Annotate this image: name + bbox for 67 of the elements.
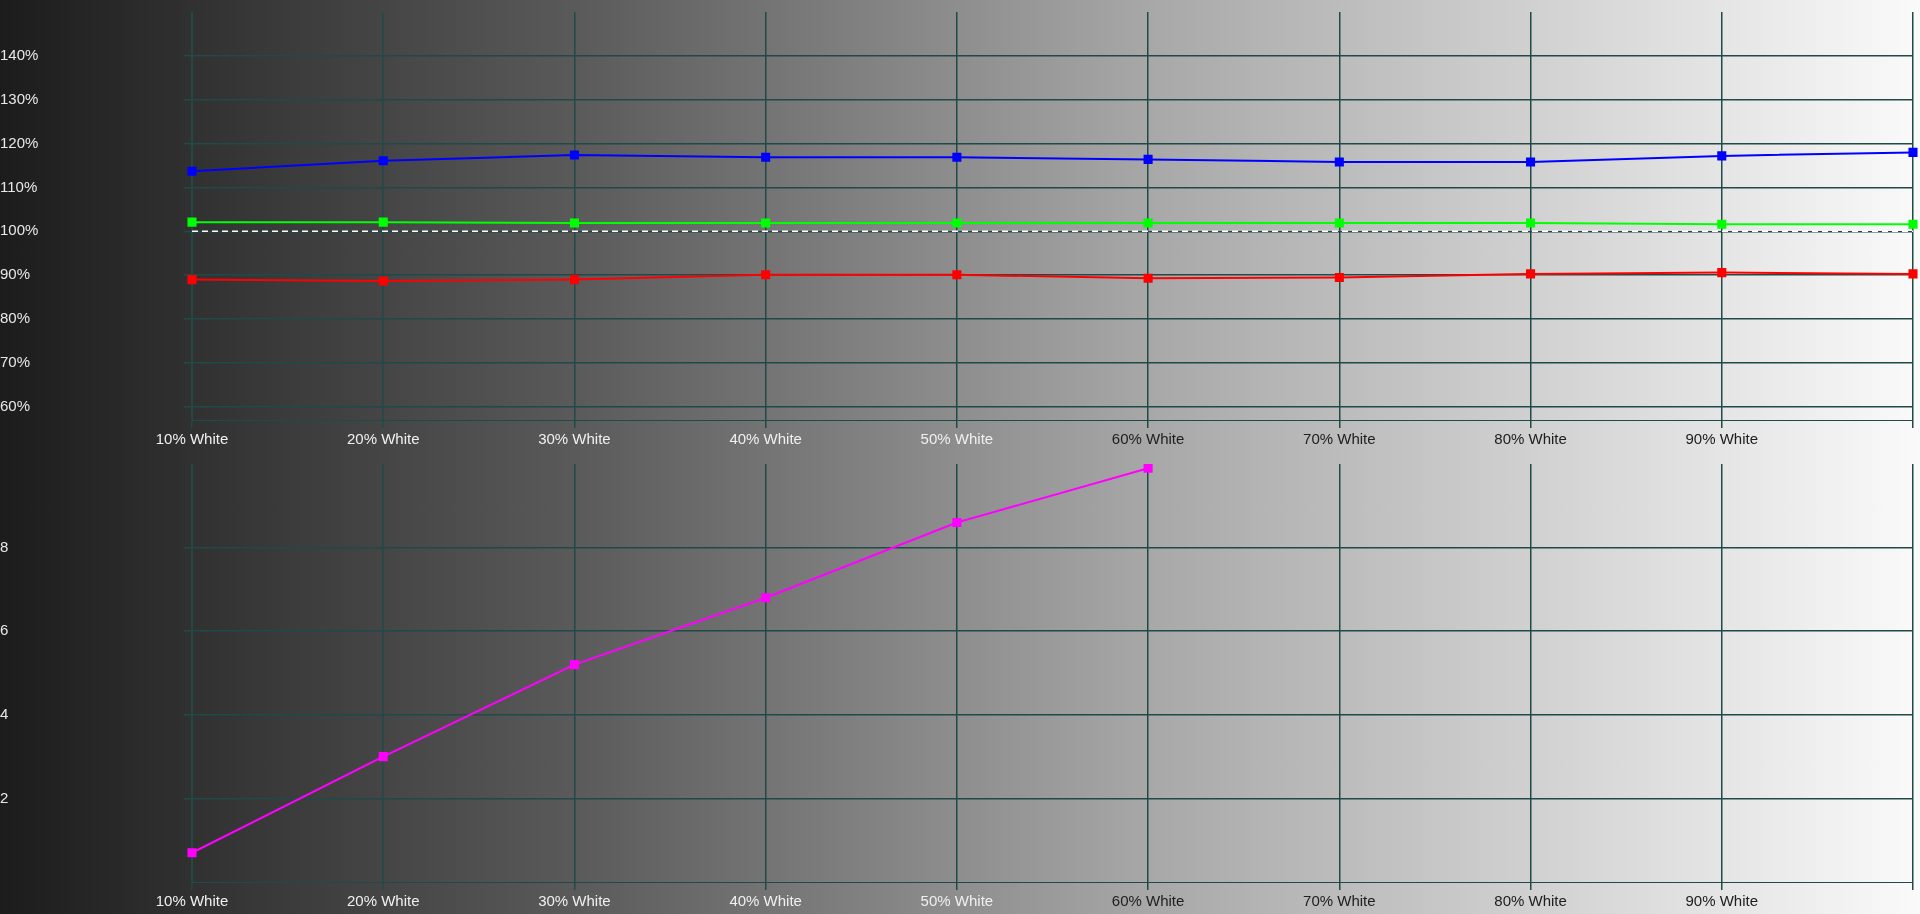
point — [1334, 157, 1344, 167]
y-tick-label: 70% — [0, 353, 31, 371]
x-tick-label: 70% White — [1303, 892, 1376, 910]
x-tick-label: 60% White — [1111, 892, 1185, 910]
point — [1526, 157, 1536, 167]
point — [569, 150, 579, 160]
x-tick-label: 90% White — [1685, 892, 1759, 910]
point — [952, 517, 962, 528]
point — [1334, 272, 1344, 282]
x-tick-label: 90% White — [1685, 430, 1759, 448]
point — [1908, 147, 1918, 157]
point — [761, 218, 771, 228]
x-tick-label: 40% White — [729, 892, 802, 910]
point — [1717, 219, 1727, 229]
x-tick-label: 10% White — [155, 430, 229, 448]
y-tick-label: 60% — [0, 396, 31, 414]
x-tick-label: 20% White — [346, 430, 420, 448]
point — [761, 152, 771, 162]
x-tick-label: 30% White — [538, 892, 611, 910]
point — [187, 217, 197, 227]
point — [952, 270, 962, 280]
point — [378, 752, 388, 762]
x-tick-label: 80% White — [1494, 430, 1567, 448]
point — [187, 166, 197, 176]
x-tick-label: 40% White — [729, 430, 802, 448]
point — [1143, 464, 1153, 473]
y-tick-label: 140% — [0, 46, 39, 64]
x-tick-label: 70% White — [1303, 430, 1376, 448]
y-tick-label: 6 — [0, 621, 9, 639]
point — [1526, 218, 1536, 228]
y-tick-label: 100% — [0, 221, 39, 239]
y-tick-label: 4 — [0, 704, 9, 722]
y-tick-label: 90% — [0, 265, 31, 283]
point — [187, 275, 197, 285]
x-tick-label: 60% White — [1111, 430, 1185, 448]
point — [1334, 218, 1344, 228]
point — [378, 217, 388, 227]
point — [569, 660, 579, 670]
x-tick-label: 10% White — [155, 892, 229, 910]
point — [952, 152, 962, 162]
x-tick-label: 50% White — [920, 892, 994, 910]
point — [1908, 219, 1918, 229]
y-tick-label: 8 — [0, 537, 9, 555]
point — [378, 156, 388, 166]
point — [1717, 268, 1727, 278]
x-tick-label: 20% White — [346, 892, 420, 910]
x-tick-label: 50% White — [920, 430, 994, 448]
y-tick-label: 110% — [0, 177, 38, 195]
y-tick-label: 80% — [0, 309, 31, 327]
y-tick-label: 120% — [0, 133, 39, 151]
point — [187, 848, 197, 858]
point — [378, 276, 388, 286]
point — [761, 593, 771, 603]
point — [1526, 269, 1536, 279]
y-tick-label: 130% — [0, 89, 39, 107]
x-tick-label: 30% White — [538, 430, 611, 448]
point — [1717, 151, 1727, 161]
point — [952, 218, 962, 228]
y-tick-label: 2 — [0, 788, 9, 806]
point — [1908, 269, 1918, 279]
point — [569, 218, 579, 228]
x-tick-label: 80% White — [1494, 892, 1567, 910]
point — [1143, 218, 1153, 228]
point — [569, 275, 579, 285]
point — [1143, 273, 1153, 283]
point — [1143, 154, 1153, 164]
point — [761, 270, 771, 280]
